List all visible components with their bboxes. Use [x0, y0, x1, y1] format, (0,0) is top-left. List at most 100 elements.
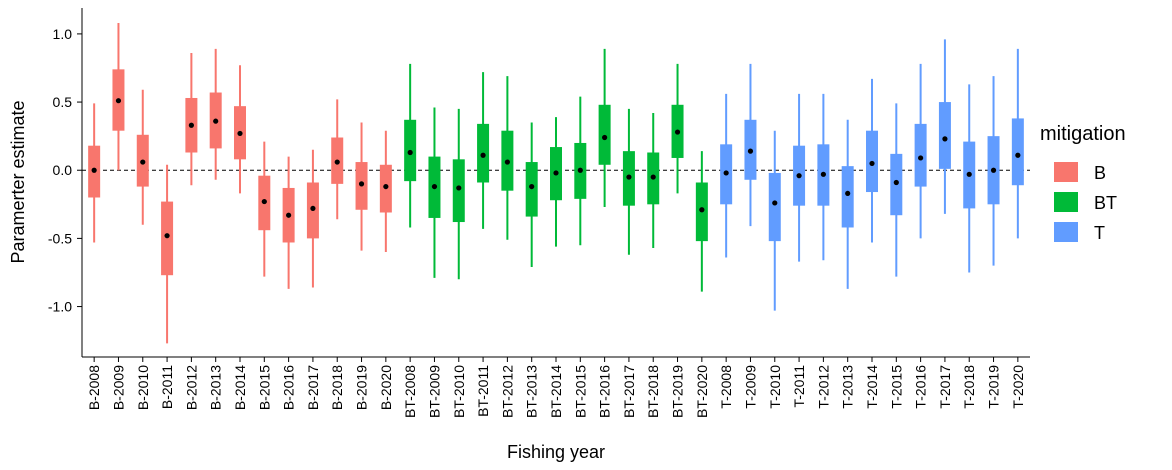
box — [914, 123, 927, 187]
median-point — [529, 183, 535, 190]
x-tick-label: BT-2011 — [475, 365, 491, 417]
x-tick-label: T-2015 — [888, 365, 904, 409]
x-tick-label: BT-2013 — [524, 365, 540, 418]
median-point — [480, 152, 486, 158]
median-point — [699, 207, 705, 213]
y-tick-label: 0.0 — [53, 162, 73, 178]
x-tick-label: B-2011 — [159, 365, 175, 409]
median-point — [504, 159, 510, 165]
median-point — [869, 160, 875, 167]
legend-label: T — [1094, 223, 1105, 243]
box — [598, 104, 611, 165]
median-point — [747, 148, 754, 154]
median-point — [213, 118, 219, 124]
x-tick-label: BT-2020 — [694, 365, 710, 418]
x-tick-label: T-2009 — [742, 365, 758, 409]
median-point — [674, 129, 681, 135]
legend-label: BT — [1094, 193, 1117, 213]
x-tick-label: T-2012 — [815, 365, 831, 409]
x-tick-label: T-2014 — [864, 365, 880, 409]
median-point — [431, 183, 438, 190]
x-tick-label: BT-2018 — [645, 365, 661, 418]
median-point — [456, 185, 462, 191]
y-tick-label: 1.0 — [53, 26, 73, 42]
x-tick-label: B-2010 — [135, 365, 151, 410]
x-tick-label: T-2019 — [986, 365, 1002, 409]
x-tick-label: B-2012 — [183, 365, 199, 410]
box — [525, 162, 538, 217]
median-point — [1015, 152, 1021, 158]
x-axis-title: Fishing year — [507, 442, 605, 462]
median-point — [650, 174, 656, 180]
median-point — [845, 190, 851, 197]
median-point — [407, 149, 413, 156]
x-tick-label: BT-2010 — [451, 365, 467, 418]
median-point — [723, 170, 729, 176]
median-point — [820, 171, 826, 177]
x-tick-label: BT-2008 — [402, 365, 418, 418]
x-tick-label: BT-2017 — [621, 365, 637, 418]
x-tick-label: B-2017 — [305, 365, 321, 410]
median-point — [796, 173, 802, 179]
box — [161, 201, 174, 276]
x-tick-label: T-2010 — [767, 365, 783, 409]
x-tick-label: B-2015 — [256, 365, 272, 410]
x-tick-label: T-2008 — [718, 365, 734, 409]
median-point — [261, 198, 267, 205]
median-point — [286, 212, 292, 218]
box — [1011, 118, 1024, 186]
median-point — [188, 122, 194, 128]
box — [452, 159, 465, 223]
y-tick-label: 0.5 — [53, 94, 73, 110]
x-tick-label: T-2020 — [1010, 365, 1026, 409]
x-tick-label: B-2013 — [208, 365, 224, 410]
median-point — [334, 159, 340, 165]
legend-key — [1054, 192, 1078, 212]
x-tick-label: BT-2019 — [670, 365, 686, 418]
median-point — [310, 205, 316, 212]
legend-key — [1054, 222, 1078, 242]
legend-key — [1054, 162, 1078, 182]
x-tick-label: BT-2012 — [499, 365, 515, 418]
median-point — [990, 167, 997, 173]
x-tick-label: T-2013 — [840, 365, 856, 409]
median-point — [164, 233, 170, 239]
median-point — [626, 174, 632, 180]
y-tick-label: -1.0 — [48, 299, 72, 315]
median-point — [966, 171, 972, 177]
box — [768, 172, 781, 242]
x-tick-label: T-2011 — [791, 365, 807, 408]
x-tick-label: B-2014 — [232, 365, 248, 410]
x-tick-label: BT-2014 — [548, 365, 564, 418]
x-tick-label: BT-2009 — [426, 365, 442, 418]
box — [938, 102, 951, 169]
x-tick-label: T-2018 — [961, 365, 977, 409]
legend-label: B — [1094, 163, 1106, 183]
median-point — [602, 134, 608, 141]
legend-title: mitigation — [1040, 123, 1126, 145]
median-point — [140, 159, 146, 165]
median-point — [918, 155, 924, 161]
median-point — [772, 200, 778, 206]
median-point — [383, 183, 389, 190]
median-point — [237, 130, 243, 137]
x-tick-label: B-2020 — [378, 365, 394, 410]
median-point — [553, 170, 559, 176]
median-point — [893, 179, 899, 186]
x-tick-label: T-2017 — [937, 365, 953, 409]
x-tick-label: B-2018 — [329, 365, 345, 410]
x-tick-label: BT-2015 — [572, 365, 588, 418]
median-point — [91, 167, 97, 173]
y-axis-title: Paramerter estimate — [8, 100, 28, 263]
x-tick-label: B-2019 — [354, 365, 370, 410]
x-tick-label: BT-2016 — [597, 365, 613, 418]
box — [841, 166, 854, 228]
x-tick-label: B-2009 — [110, 365, 126, 410]
x-tick-label: B-2008 — [86, 365, 102, 410]
median-point — [358, 181, 365, 187]
x-tick-label: B-2016 — [281, 365, 297, 410]
y-tick-label: -0.5 — [48, 230, 72, 246]
median-point — [577, 167, 583, 173]
median-point — [115, 98, 122, 104]
